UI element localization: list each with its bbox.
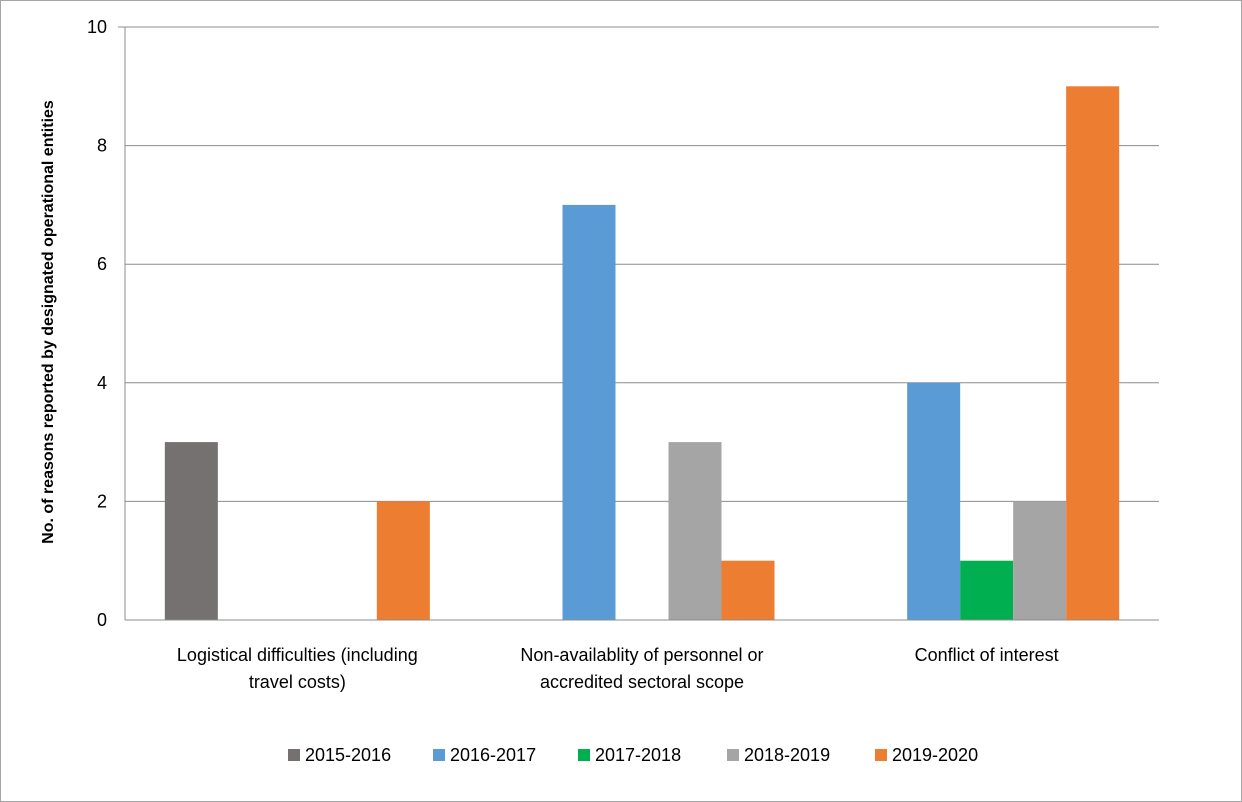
legend-label: 2016-2017 — [450, 745, 536, 765]
y-tick-label: 8 — [97, 136, 107, 156]
legend-swatch — [875, 749, 887, 761]
bar-2019-2020-cat0 — [376, 501, 430, 620]
bar-2017-2018-cat2 — [960, 560, 1014, 620]
legend-label: 2018-2019 — [744, 745, 830, 765]
y-tick-labels: 0 2 4 6 8 10 — [87, 17, 107, 630]
bar-2018-2019-cat2 — [1013, 501, 1067, 620]
legend-swatch — [288, 749, 300, 761]
legend-swatch — [727, 749, 739, 761]
legend-swatch — [578, 749, 590, 761]
bar-2016-2017-cat1 — [562, 204, 616, 620]
y-axis-label: No. of reasons reported by designated op… — [40, 100, 57, 544]
category-label: Conflict of interest — [915, 645, 1059, 665]
y-tick-label: 4 — [97, 373, 107, 393]
category-label: accredited sectoral scope — [540, 672, 744, 692]
legend-label: 2017-2018 — [595, 745, 681, 765]
category-label: Non-availablity of personnel or — [520, 645, 763, 665]
bar-2016-2017-cat2 — [907, 382, 961, 620]
gridlines — [125, 26, 1159, 502]
axes — [118, 26, 1159, 621]
bars — [164, 86, 1120, 621]
category-labels: Logistical difficulties (including travel… — [177, 645, 1059, 692]
legend: 2015-2016 2016-2017 2017-2018 2018-2019 2019… — [288, 745, 978, 765]
y-tick-label: 10 — [87, 17, 107, 37]
bar-2018-2019-cat1 — [668, 442, 722, 620]
legend-swatch — [433, 749, 445, 761]
y-tick-label: 2 — [97, 491, 107, 511]
y-tick-label: 0 — [97, 610, 107, 630]
category-label: travel costs) — [249, 672, 346, 692]
y-tick-label: 6 — [97, 254, 107, 274]
bar-2019-2020-cat1 — [721, 560, 775, 620]
legend-label: 2015-2016 — [305, 745, 391, 765]
legend-label: 2019-2020 — [892, 745, 978, 765]
bar-2019-2020-cat2 — [1066, 86, 1120, 621]
category-label: Logistical difficulties (including — [177, 645, 418, 665]
bar-2015-2016-cat0 — [164, 442, 218, 620]
